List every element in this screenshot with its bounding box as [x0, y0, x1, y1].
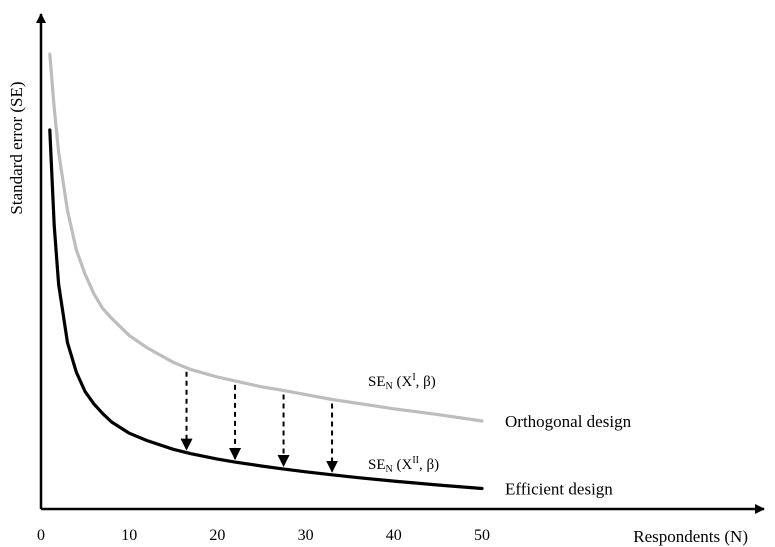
series-line-efficient — [48, 128, 484, 491]
x-tick-label-20: 20 — [209, 527, 225, 544]
x-tick-label-30: 30 — [298, 527, 314, 544]
series-line-orthogonal — [48, 52, 484, 423]
x-tick-label-40: 40 — [386, 527, 402, 544]
y-axis-title: Standard error (SE) — [7, 81, 26, 214]
curve-formula-label-efficient: SEN (XII, β) — [368, 455, 439, 475]
x-ticks: 0 10 20 30 40 50 — [37, 527, 490, 544]
series-name-label-orthogonal: Orthogonal design — [505, 412, 632, 431]
x-tick-label-0: 0 — [37, 527, 45, 544]
x-tick-label-50: 50 — [474, 527, 490, 544]
curve-formula-label-orthogonal: SEN (XI, β) — [368, 372, 436, 392]
x-tick-label-10: 10 — [121, 527, 137, 544]
series-name-label-efficient: Efficient design — [505, 479, 613, 498]
plot-area: Orthogonal design SEN (XI, β) Efficient de… — [48, 52, 632, 498]
x-axis-title: Respondents (N) — [633, 527, 748, 546]
